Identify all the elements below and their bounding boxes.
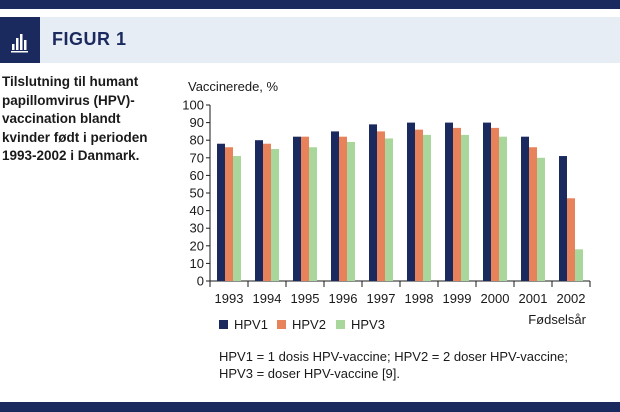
y-tick-label: 10: [190, 256, 204, 271]
footnote-line-1: HPV1 = 1 dosis HPV-vaccine; HPV2 = 2 dos…: [219, 349, 569, 364]
bar-hpv2: [339, 136, 347, 281]
x-tick-label: 1994: [253, 291, 282, 306]
legend-label-hpv2: HPV2: [292, 317, 326, 332]
x-tick-label: 1998: [405, 291, 434, 306]
y-tick-label: 60: [190, 168, 204, 183]
x-tick-label: 1999: [443, 291, 472, 306]
bar-hpv1: [559, 156, 567, 281]
bar-hpv3: [347, 141, 355, 281]
bar-hpv3: [385, 138, 393, 281]
bar-hpv3: [499, 136, 507, 281]
bar-hpv1: [331, 131, 339, 281]
bar-hpv3: [461, 134, 469, 281]
bar-hpv2: [567, 198, 575, 281]
x-tick-label: 1995: [291, 291, 320, 306]
legend-swatch-hpv3: [336, 320, 345, 329]
bar-hpv3: [537, 157, 545, 281]
bar-hpv2: [263, 143, 271, 281]
bar-hpv1: [293, 136, 301, 281]
bar-hpv2: [453, 127, 461, 281]
bar-hpv1: [521, 136, 529, 281]
bar-hpv1: [369, 124, 377, 281]
bar-hpv3: [309, 147, 317, 281]
bar-hpv3: [233, 156, 241, 281]
legend-label-hpv1: HPV1: [234, 317, 268, 332]
figure-footnote: HPV1 = 1 dosis HPV-vaccine; HPV2 = 2 dos…: [219, 348, 609, 382]
y-tick-label: 50: [190, 186, 204, 201]
footnote-line-2: HPV3 = doser HPV-vaccine [9].: [219, 366, 401, 381]
x-tick-label: 1996: [329, 291, 358, 306]
bar-hpv1: [217, 143, 225, 281]
bar-hpv2: [301, 136, 309, 281]
y-tick-label: 40: [190, 203, 204, 218]
bar-hpv1: [407, 122, 415, 281]
y-tick-label: 100: [182, 98, 204, 113]
y-tick-label: 30: [190, 221, 204, 236]
y-axis-title: Vaccinerede, %: [188, 79, 279, 94]
legend-swatch-hpv2: [277, 320, 286, 329]
bar-hpv2: [529, 147, 537, 281]
bar-hpv2: [225, 147, 233, 281]
bar-chart-icon: [0, 17, 40, 63]
bar-hpv1: [255, 140, 263, 281]
bar-hpv2: [491, 127, 499, 281]
top-rule: [0, 0, 620, 9]
legend-label-hpv3: HPV3: [351, 317, 385, 332]
x-tick-label: 2000: [481, 291, 510, 306]
y-tick-label: 0: [197, 274, 204, 289]
bar-hpv3: [423, 134, 431, 281]
bar-hpv3: [271, 149, 279, 281]
y-tick-label: 80: [190, 133, 204, 148]
y-tick-label: 70: [190, 150, 204, 165]
y-tick-label: 90: [190, 115, 204, 130]
legend-swatch-hpv1: [219, 320, 228, 329]
x-tick-label: 1993: [215, 291, 244, 306]
x-axis-title: Fødselsår: [528, 312, 586, 327]
x-tick-label: 2001: [519, 291, 548, 306]
bar-hpv1: [445, 122, 453, 281]
bottom-rule: [0, 402, 620, 412]
x-tick-label: 1997: [367, 291, 396, 306]
bar-hpv1: [483, 122, 491, 281]
bar-hpv2: [415, 129, 423, 281]
bar-hpv2: [377, 131, 385, 281]
figure-label: FIGUR 1: [52, 29, 127, 49]
figure-header: [0, 17, 620, 63]
y-tick-label: 20: [190, 238, 204, 253]
figure-caption: Tilslutning til humant papillomvirus (HP…: [2, 74, 148, 163]
bar-hpv3: [575, 249, 583, 281]
x-tick-label: 2002: [557, 291, 586, 306]
